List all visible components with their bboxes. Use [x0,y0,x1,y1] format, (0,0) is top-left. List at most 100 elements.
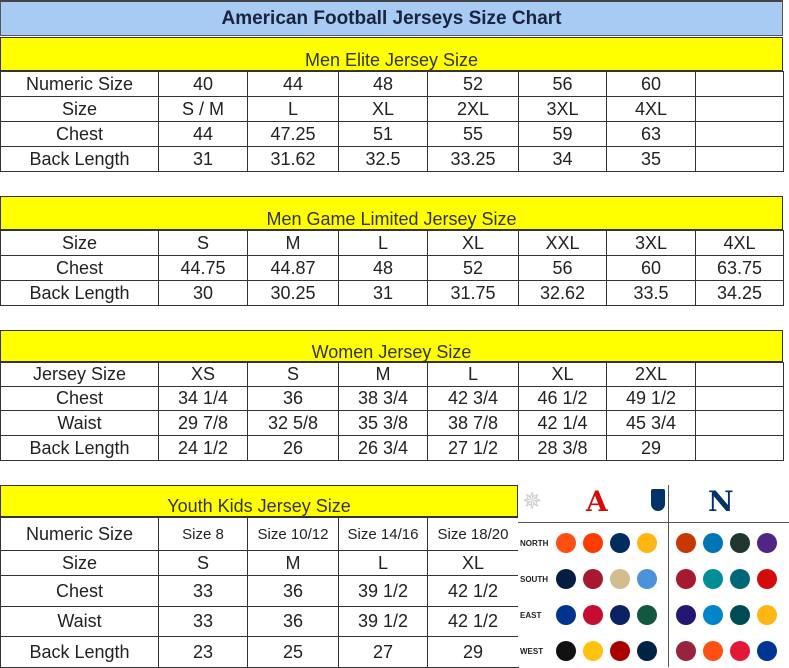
table-row: Back Length 24 1/2 26 26 3/4 27 1/2 28 3/8 29 [0,435,784,461]
cell: 25 [247,636,339,668]
team-logo-icon [676,533,696,553]
cell: 26 [247,435,339,461]
cell: S / M [158,96,248,122]
cell: 31 [158,146,248,172]
cell [695,121,784,147]
cell: 45 3/4 [606,410,696,436]
cell: 42 1/2 [427,575,519,607]
row-label: Back Length [0,280,159,306]
cell: 52 [427,71,519,97]
cell: 35 [606,146,696,172]
cell: 3XL [518,96,607,122]
size-table: Numeric Size Size 8 Size 10/12 Size 14/16 Si… [0,517,519,668]
cell: 29 [427,636,519,668]
cell: 29 7/8 [158,410,248,436]
nfc-logo: N [708,485,734,518]
team-logo-icon [556,533,576,553]
cell: 34 1/4 [158,386,248,411]
cell: 27 1/2 [427,435,519,461]
cell: 28 3/8 [518,435,607,461]
cell: XXL [518,230,607,256]
divider [668,485,669,667]
row-label: Size [0,96,159,122]
team-logo-icon [637,605,657,625]
team-logo-icon [703,641,723,661]
cell: 33.25 [427,146,519,172]
cell: 39 1/2 [338,575,428,607]
team-logo-icon [730,641,750,661]
cell: 40 [158,71,248,97]
section-heading: Men Game Limited Jersey Size [0,196,783,230]
chart-title: American Football Jerseys Size Chart [0,0,783,36]
size-table: Jersey Size XS S M L XL 2XL Chest 34 1/4 36 38 3/4… [0,362,784,461]
cell: 34 [518,146,607,172]
cell: L [427,362,519,387]
cell: 27 [338,636,428,668]
row-label: Back Length [0,636,159,668]
cell: 32 5/8 [247,410,339,436]
cell: XS [158,362,248,387]
cell: 31.75 [427,280,519,306]
section-heading: Men Elite Jersey Size [0,37,783,71]
table-row: Size S / M L XL 2XL 3XL 4XL [0,96,784,122]
table-row: Chest 44.75 44.87 48 52 56 60 63.75 [0,255,784,281]
cell: 60 [606,255,696,281]
row-label: Waist [0,410,159,436]
nfl-logos-panel: ✵ A N NORTH SOUTH EAST WEST [518,485,789,667]
team-logo-icon [757,569,777,589]
team-logo-icon [757,533,777,553]
cell: 42 1/2 [427,606,519,637]
divider [518,522,789,523]
cell: S [247,362,339,387]
row-label: Waist [0,606,159,637]
cell: 36 [247,575,339,607]
row-label: Numeric Size [0,517,159,551]
cell: 56 [518,71,607,97]
team-logo-icon [757,605,777,625]
cell: 44 [247,71,339,97]
team-logo-icon [583,569,603,589]
cell: 63.75 [695,255,784,281]
cell: M [247,550,339,576]
cell: 47.25 [247,121,339,147]
table-row: Chest 34 1/4 36 38 3/4 42 3/4 46 1/2 49 1/2 [0,386,784,411]
table-row: Back Length 23 25 27 29 [0,636,519,668]
cell: 59 [518,121,607,147]
cell: 2XL [427,96,519,122]
table-row: Back Length 31 31.62 32.5 33.25 34 35 [0,146,784,172]
cell: L [247,96,339,122]
row-label: Size [0,230,159,256]
table-row: Numeric Size 40 44 48 52 56 60 [0,71,784,97]
cell: Size 8 [158,517,248,551]
row-label: Size [0,550,159,576]
cell: XL [338,96,428,122]
row-label: Back Length [0,435,159,461]
section-heading: Youth Kids Jersey Size [0,485,518,517]
cell: XL [427,550,519,576]
team-logo-icon [556,569,576,589]
cell: 4XL [695,230,784,256]
star-icon: ✵ [522,488,543,515]
team-logo-icon [610,605,630,625]
cell: XL [518,362,607,387]
afc-logo: A [586,485,608,518]
cell: 29 [606,435,696,461]
cell: 44.87 [247,255,339,281]
team-logo-icon [610,641,630,661]
cell: 55 [427,121,519,147]
team-logo-icon [757,641,777,661]
table-row: Jersey Size XS S M L XL 2XL [0,362,784,387]
team-logo-icon [583,641,603,661]
division-label: SOUTH [520,575,548,584]
cell: 32.5 [338,146,428,172]
team-logo-icon [703,605,723,625]
cell [695,435,784,461]
row-label: Jersey Size [0,362,159,387]
cell: 51 [338,121,428,147]
row-label: Chest [0,121,159,147]
team-logo-icon [703,533,723,553]
team-logo-icon [676,605,696,625]
cell: 31.62 [247,146,339,172]
cell: 36 [247,386,339,411]
cell: 60 [606,71,696,97]
